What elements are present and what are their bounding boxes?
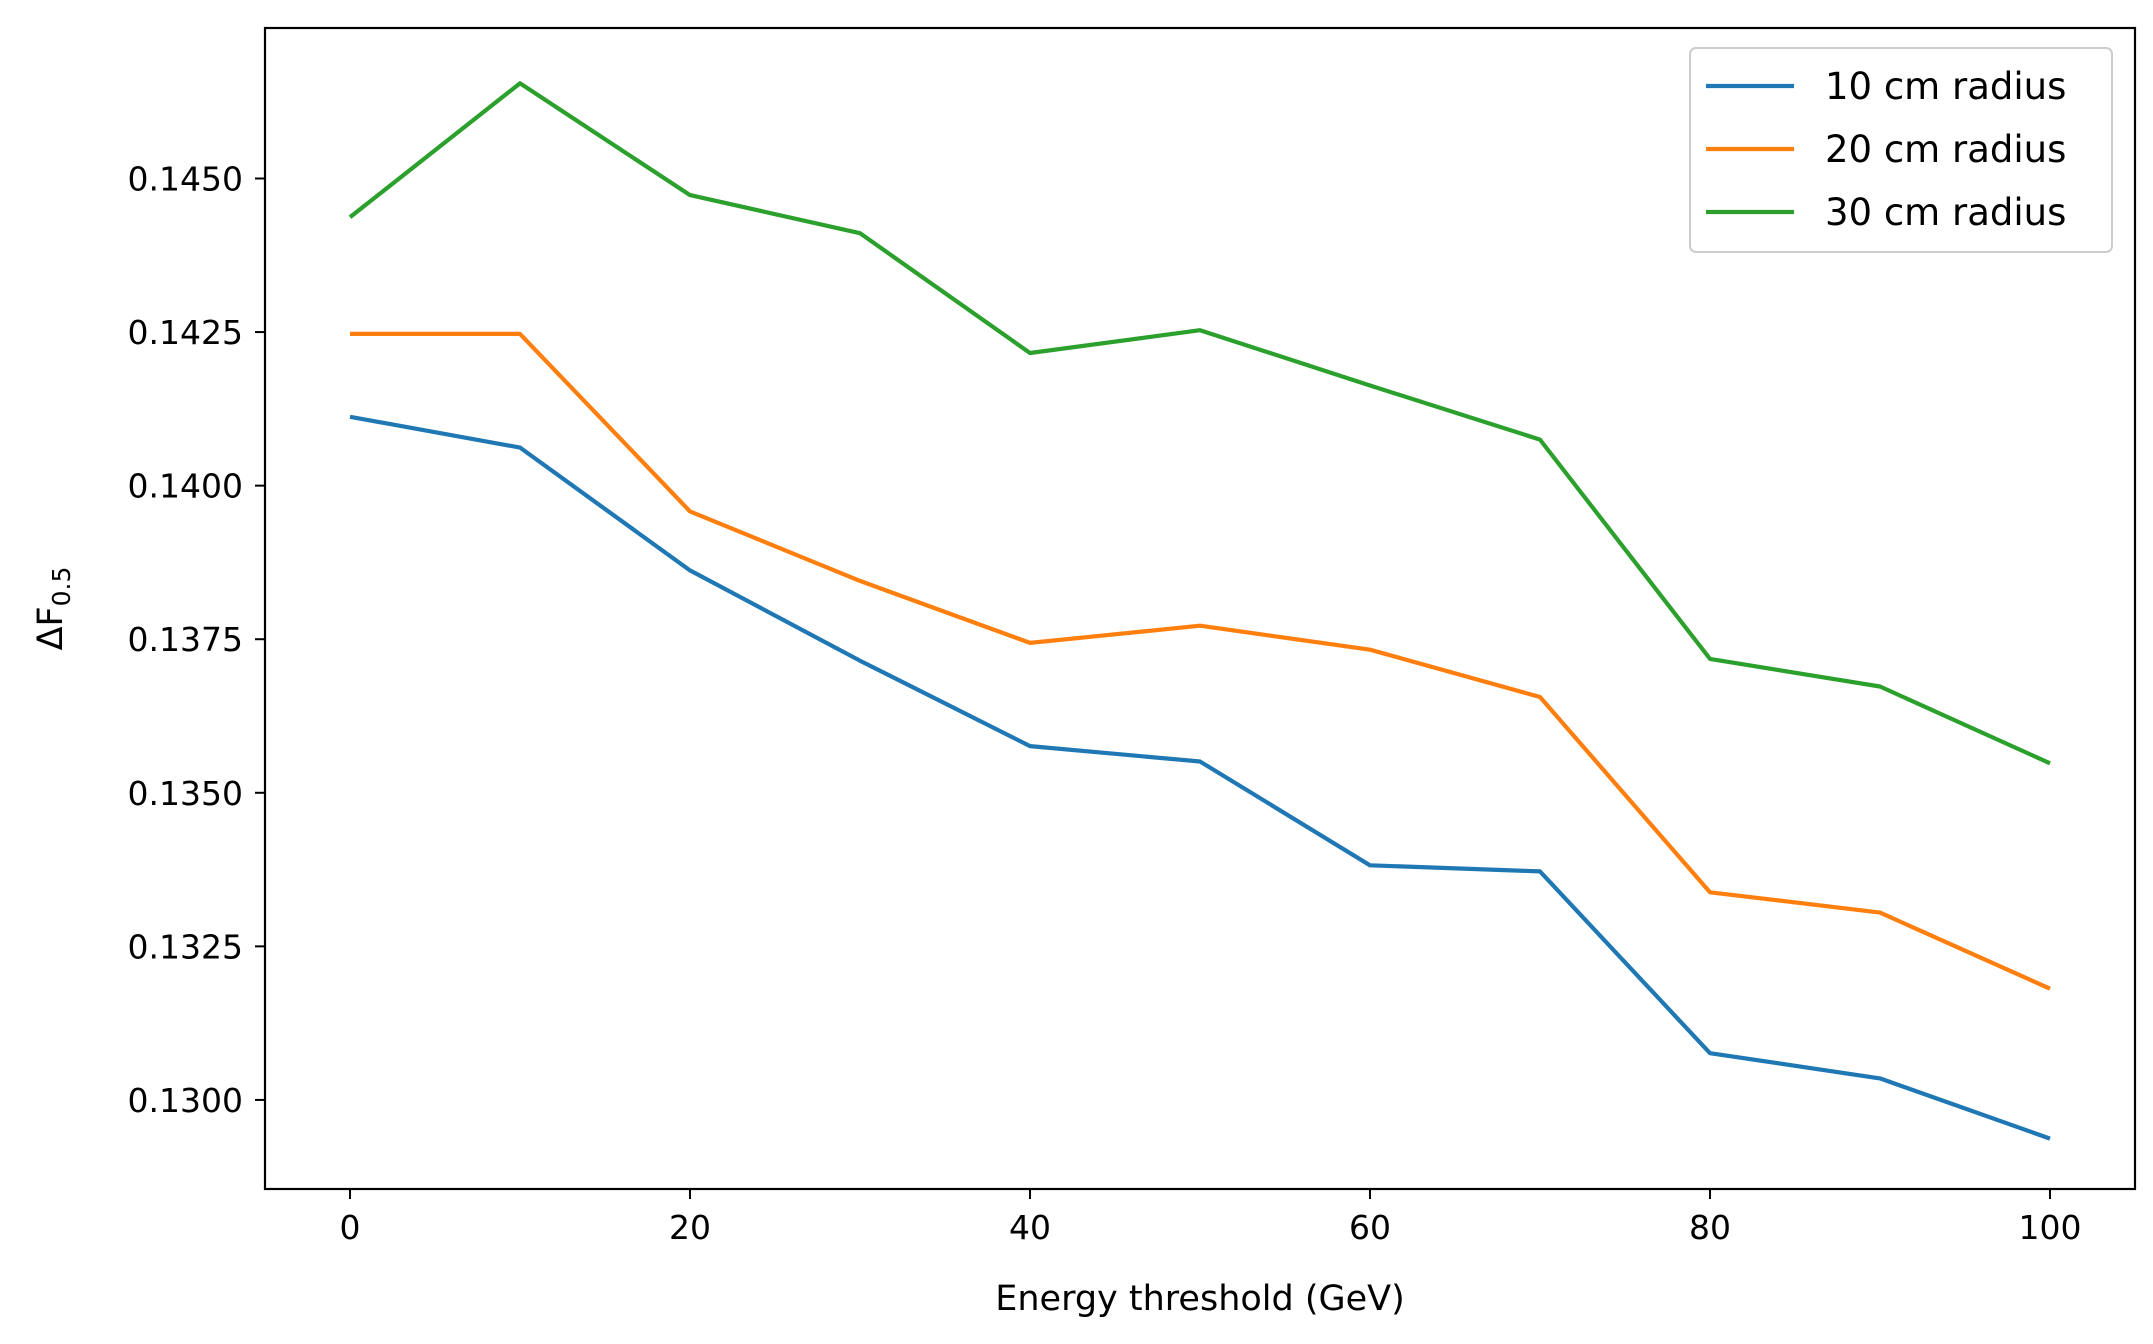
series-line-1 [349,414,2051,1141]
legend: 10 cm radius 20 cm radius 30 cm radius [1689,47,2113,253]
y-axis-label-base: ΔF [31,606,71,650]
x-axis: 0 20 40 60 80 100 [340,1189,2082,1247]
x-tick-label: 60 [1349,1208,1391,1247]
y-tick-label: 0.1450 [128,160,243,199]
x-tick-label: 40 [1009,1208,1051,1247]
series-line-3 [348,81,2051,766]
series-layer [348,81,2051,1141]
y-axis-label-subscript: 0.5 [47,567,76,607]
y-tick-label: 0.1350 [128,774,243,813]
x-tick-label: 80 [1689,1208,1731,1247]
legend-box [1689,47,2113,253]
legend-label-3: 30 cm radius [1825,191,2066,234]
y-axis-label: ΔF0.5 [31,567,76,651]
y-tick-label: 0.1400 [128,467,243,506]
x-tick-label: 0 [340,1208,361,1247]
y-tick-label: 0.1300 [128,1081,243,1120]
x-tick-label: 20 [669,1208,711,1247]
legend-label-1: 10 cm radius [1825,65,2066,108]
plot-frame [263,26,2137,1191]
y-tick-label: 0.1375 [128,620,243,659]
y-tick-label: 0.1325 [128,927,243,966]
x-axis-label: Energy threshold (GeV) [995,1279,1405,1319]
legend-label-2: 20 cm radius [1825,128,2066,171]
y-tick-label: 0.1425 [128,313,243,352]
series-line-2 [350,331,2051,991]
x-tick-label: 100 [2019,1208,2082,1247]
y-axis: 0.1300 0.1325 0.1350 0.1375 0.1400 0.1425 0.14… [128,160,265,1120]
